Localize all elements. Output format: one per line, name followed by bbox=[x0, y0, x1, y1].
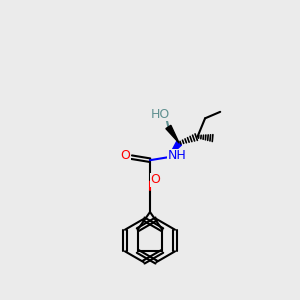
Polygon shape bbox=[168, 141, 182, 157]
Text: O: O bbox=[151, 173, 160, 186]
Text: HO: HO bbox=[150, 108, 170, 121]
Polygon shape bbox=[166, 125, 179, 143]
Text: O: O bbox=[120, 149, 130, 162]
Text: NH: NH bbox=[167, 149, 186, 162]
